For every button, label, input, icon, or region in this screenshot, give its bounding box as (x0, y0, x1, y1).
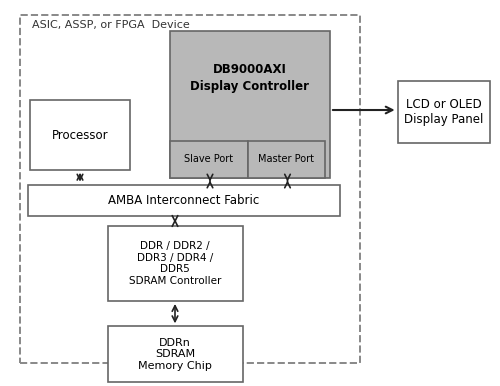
Bar (108, 326, 242, 382)
Text: Slave Port: Slave Port (184, 154, 234, 164)
Bar (28, 185, 340, 216)
Bar (248, 141, 325, 178)
Text: AMBA Interconnect Fabric: AMBA Interconnect Fabric (108, 194, 260, 207)
Bar (170, 141, 248, 178)
Text: DB9000AXI: DB9000AXI (213, 63, 287, 76)
Bar (108, 226, 242, 301)
Bar (30, 100, 130, 170)
Bar (398, 81, 490, 143)
Text: DDRn
SDRAM
Memory Chip: DDRn SDRAM Memory Chip (138, 337, 212, 371)
Text: ASIC, ASSP, or FPGA  Device: ASIC, ASSP, or FPGA Device (32, 20, 190, 30)
Text: DDR / DDR2 /
DDR3 / DDR4 /
DDR5
SDRAM Controller: DDR / DDR2 / DDR3 / DDR4 / DDR5 SDRAM Co… (129, 241, 221, 286)
Bar (20, 15, 360, 363)
Bar (170, 31, 330, 178)
Text: Display Controller: Display Controller (190, 80, 310, 93)
Text: LCD or OLED
Display Panel: LCD or OLED Display Panel (404, 98, 483, 126)
Text: Processor: Processor (52, 129, 108, 142)
Text: Master Port: Master Port (258, 154, 314, 164)
